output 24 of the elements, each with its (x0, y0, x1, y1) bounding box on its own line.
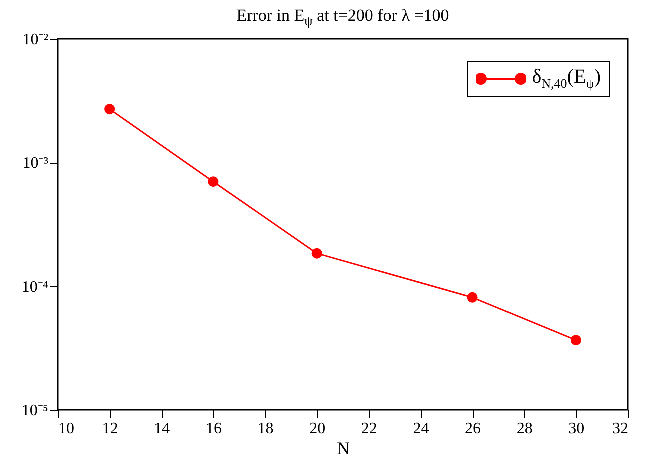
point (312, 248, 322, 259)
y-tick-label: 10⁻³ (22, 155, 49, 172)
chart-title: Error in E$_{ψ}$ at t=200 for λ =100 (236, 6, 450, 30)
x-tick-label: 18 (258, 420, 274, 438)
x-tick-label: 24 (413, 420, 430, 438)
x-axis-title: N (337, 438, 350, 458)
x-tick-label: 26 (465, 420, 482, 438)
x-tick-label: 16 (206, 420, 222, 438)
legend-label: δ$_{N,40}$(E$_{ψ}$) (532, 66, 601, 92)
x-tick-label: 30 (568, 420, 585, 438)
y-tick-label: 10⁻² (22, 32, 49, 48)
x-tick-label: 28 (516, 420, 533, 438)
x-tick-label: 22 (361, 420, 378, 438)
point (467, 292, 478, 303)
point (570, 335, 582, 346)
y-tick-label: 10⁻⁴ (22, 278, 49, 296)
x-tick-label: 12 (102, 420, 118, 438)
y-tick-label: 10⁻⁵ (22, 402, 48, 420)
point (104, 104, 116, 115)
point (208, 176, 219, 188)
x-tick-label: 14 (154, 420, 170, 438)
x-tick-label: 32 (612, 420, 628, 438)
x-tick-label: 10 (58, 420, 74, 438)
x-tick-label: 20 (310, 420, 326, 438)
